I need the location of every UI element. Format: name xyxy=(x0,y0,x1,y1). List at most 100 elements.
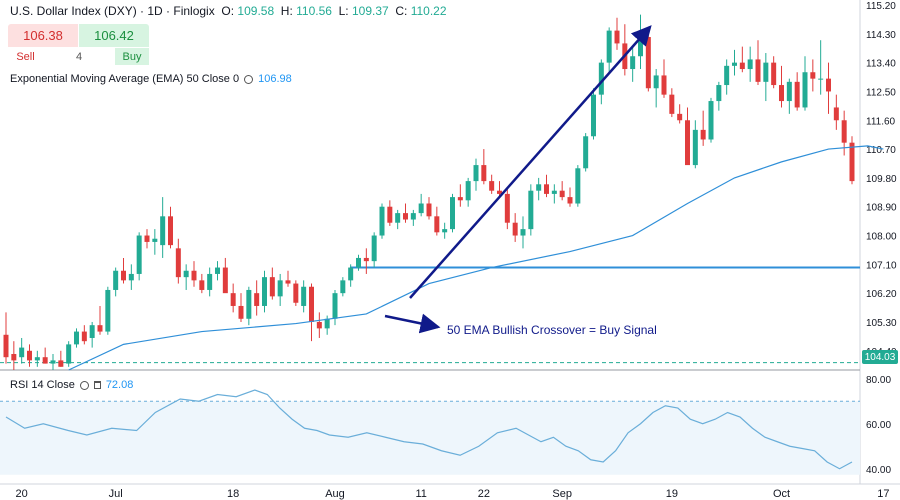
buy-button[interactable]: Buy xyxy=(115,48,149,65)
ema-label: Exponential Moving Average (EMA) 50 Clos… xyxy=(10,73,240,85)
candle-body xyxy=(301,286,307,306)
rsi-tick-label: 60.00 xyxy=(866,420,891,431)
low-value: 109.37 xyxy=(351,4,389,18)
price-tick-label: 113.40 xyxy=(866,59,896,70)
time-tick-label: 19 xyxy=(666,488,678,500)
symbol-header: U.S. Dollar Index (DXY) · 1D · Finlogix … xyxy=(10,4,447,18)
candle-body xyxy=(755,59,761,82)
close-value: 110.22 xyxy=(410,4,447,18)
trash-icon[interactable] xyxy=(93,381,101,389)
candle-body xyxy=(254,293,260,306)
sell-button[interactable]: Sell xyxy=(16,50,35,63)
candle-body xyxy=(544,184,549,194)
candle-body xyxy=(144,235,150,242)
candle-body xyxy=(739,62,745,70)
open-label: O: xyxy=(221,4,235,18)
time-tick-label: 22 xyxy=(478,488,490,500)
candle-body xyxy=(168,216,173,246)
candle-body xyxy=(685,120,690,166)
candle-body xyxy=(575,168,581,204)
candle-body xyxy=(473,165,479,182)
time-tick-label: Aug xyxy=(325,488,345,500)
candle-body xyxy=(340,280,346,294)
candle-body xyxy=(661,75,667,95)
sell-price[interactable]: 106.38 xyxy=(8,24,78,47)
candle-body xyxy=(810,72,816,79)
candle-body xyxy=(551,190,557,194)
candle-body xyxy=(175,248,181,278)
buy-price[interactable]: 106.42 xyxy=(79,24,149,47)
candle-body xyxy=(794,81,800,108)
candle-body xyxy=(136,235,142,274)
symbol-title: U.S. Dollar Index (DXY) · 1D · Finlogix xyxy=(10,4,215,18)
time-tick-label: 20 xyxy=(16,488,28,500)
candle-body xyxy=(395,213,401,223)
candle-body xyxy=(606,30,612,63)
candle-body xyxy=(645,37,651,89)
candle-body xyxy=(786,81,792,102)
candle-body xyxy=(19,347,25,358)
ema-legend: Exponential Moving Average (EMA) 50 Clos… xyxy=(10,73,292,85)
candle-body xyxy=(849,142,855,182)
rsi-tick-label: 40.00 xyxy=(866,465,891,476)
price-tick-label: 115.20 xyxy=(866,1,896,12)
candle-body xyxy=(426,203,432,217)
trend-arrow xyxy=(409,25,652,299)
candle-body xyxy=(559,190,565,198)
candle-body xyxy=(536,184,542,191)
price-tick-label: 109.80 xyxy=(866,174,897,185)
candle-body xyxy=(403,213,408,220)
candle-body xyxy=(277,280,283,297)
rsi-label: RSI 14 Close xyxy=(10,379,75,391)
candle-body xyxy=(598,62,604,95)
pointer-arrow xyxy=(384,313,441,334)
candle-body xyxy=(379,206,385,236)
candle-body xyxy=(191,270,197,281)
rsi-line xyxy=(5,389,853,470)
candle-body xyxy=(630,56,636,70)
gear-icon[interactable] xyxy=(244,74,254,84)
quantity-field[interactable]: 4 xyxy=(75,50,83,63)
candle-body xyxy=(465,181,471,201)
price-tick-label: 111.60 xyxy=(866,116,896,127)
candle-body xyxy=(356,257,361,268)
candle-body xyxy=(418,203,424,214)
candle-body xyxy=(802,72,808,108)
candle-body xyxy=(207,273,213,290)
candle-body xyxy=(215,267,220,274)
candle-body xyxy=(89,325,95,338)
candle-body xyxy=(363,257,369,262)
candle-body xyxy=(747,59,753,70)
candle-body xyxy=(497,190,502,194)
rsi-legend: RSI 14 Close 72.08 xyxy=(10,379,133,391)
candle-body xyxy=(309,286,314,322)
candle-body xyxy=(285,280,291,284)
candle-body xyxy=(160,216,166,246)
trade-panel: 106.38 106.42 Sell 4 Buy xyxy=(8,24,149,65)
candle-body xyxy=(708,101,714,140)
candle-body xyxy=(230,293,236,306)
rsi-band xyxy=(0,401,860,475)
price-tick-label: 105.30 xyxy=(866,318,897,329)
candle-body xyxy=(66,344,72,364)
candle-body xyxy=(27,350,32,361)
candle-body xyxy=(512,222,518,236)
candle-body xyxy=(34,357,40,361)
candle-body xyxy=(371,235,377,262)
candle-body xyxy=(293,283,299,303)
candle-body xyxy=(50,360,56,364)
candle-body xyxy=(58,360,64,367)
candle-body xyxy=(387,206,393,223)
candle-body xyxy=(771,62,777,86)
candle-body xyxy=(520,229,526,236)
candle-body xyxy=(732,62,737,66)
candle-body xyxy=(591,94,596,137)
rsi-tick-label: 80.00 xyxy=(866,375,891,386)
candle-body xyxy=(262,277,267,306)
candle-body xyxy=(183,270,189,278)
gear-icon[interactable] xyxy=(79,380,89,390)
candle-body xyxy=(199,280,205,290)
price-tick-label: 108.90 xyxy=(866,203,897,214)
price-tick-label: 107.10 xyxy=(866,260,897,271)
rsi-value: 72.08 xyxy=(105,379,134,391)
